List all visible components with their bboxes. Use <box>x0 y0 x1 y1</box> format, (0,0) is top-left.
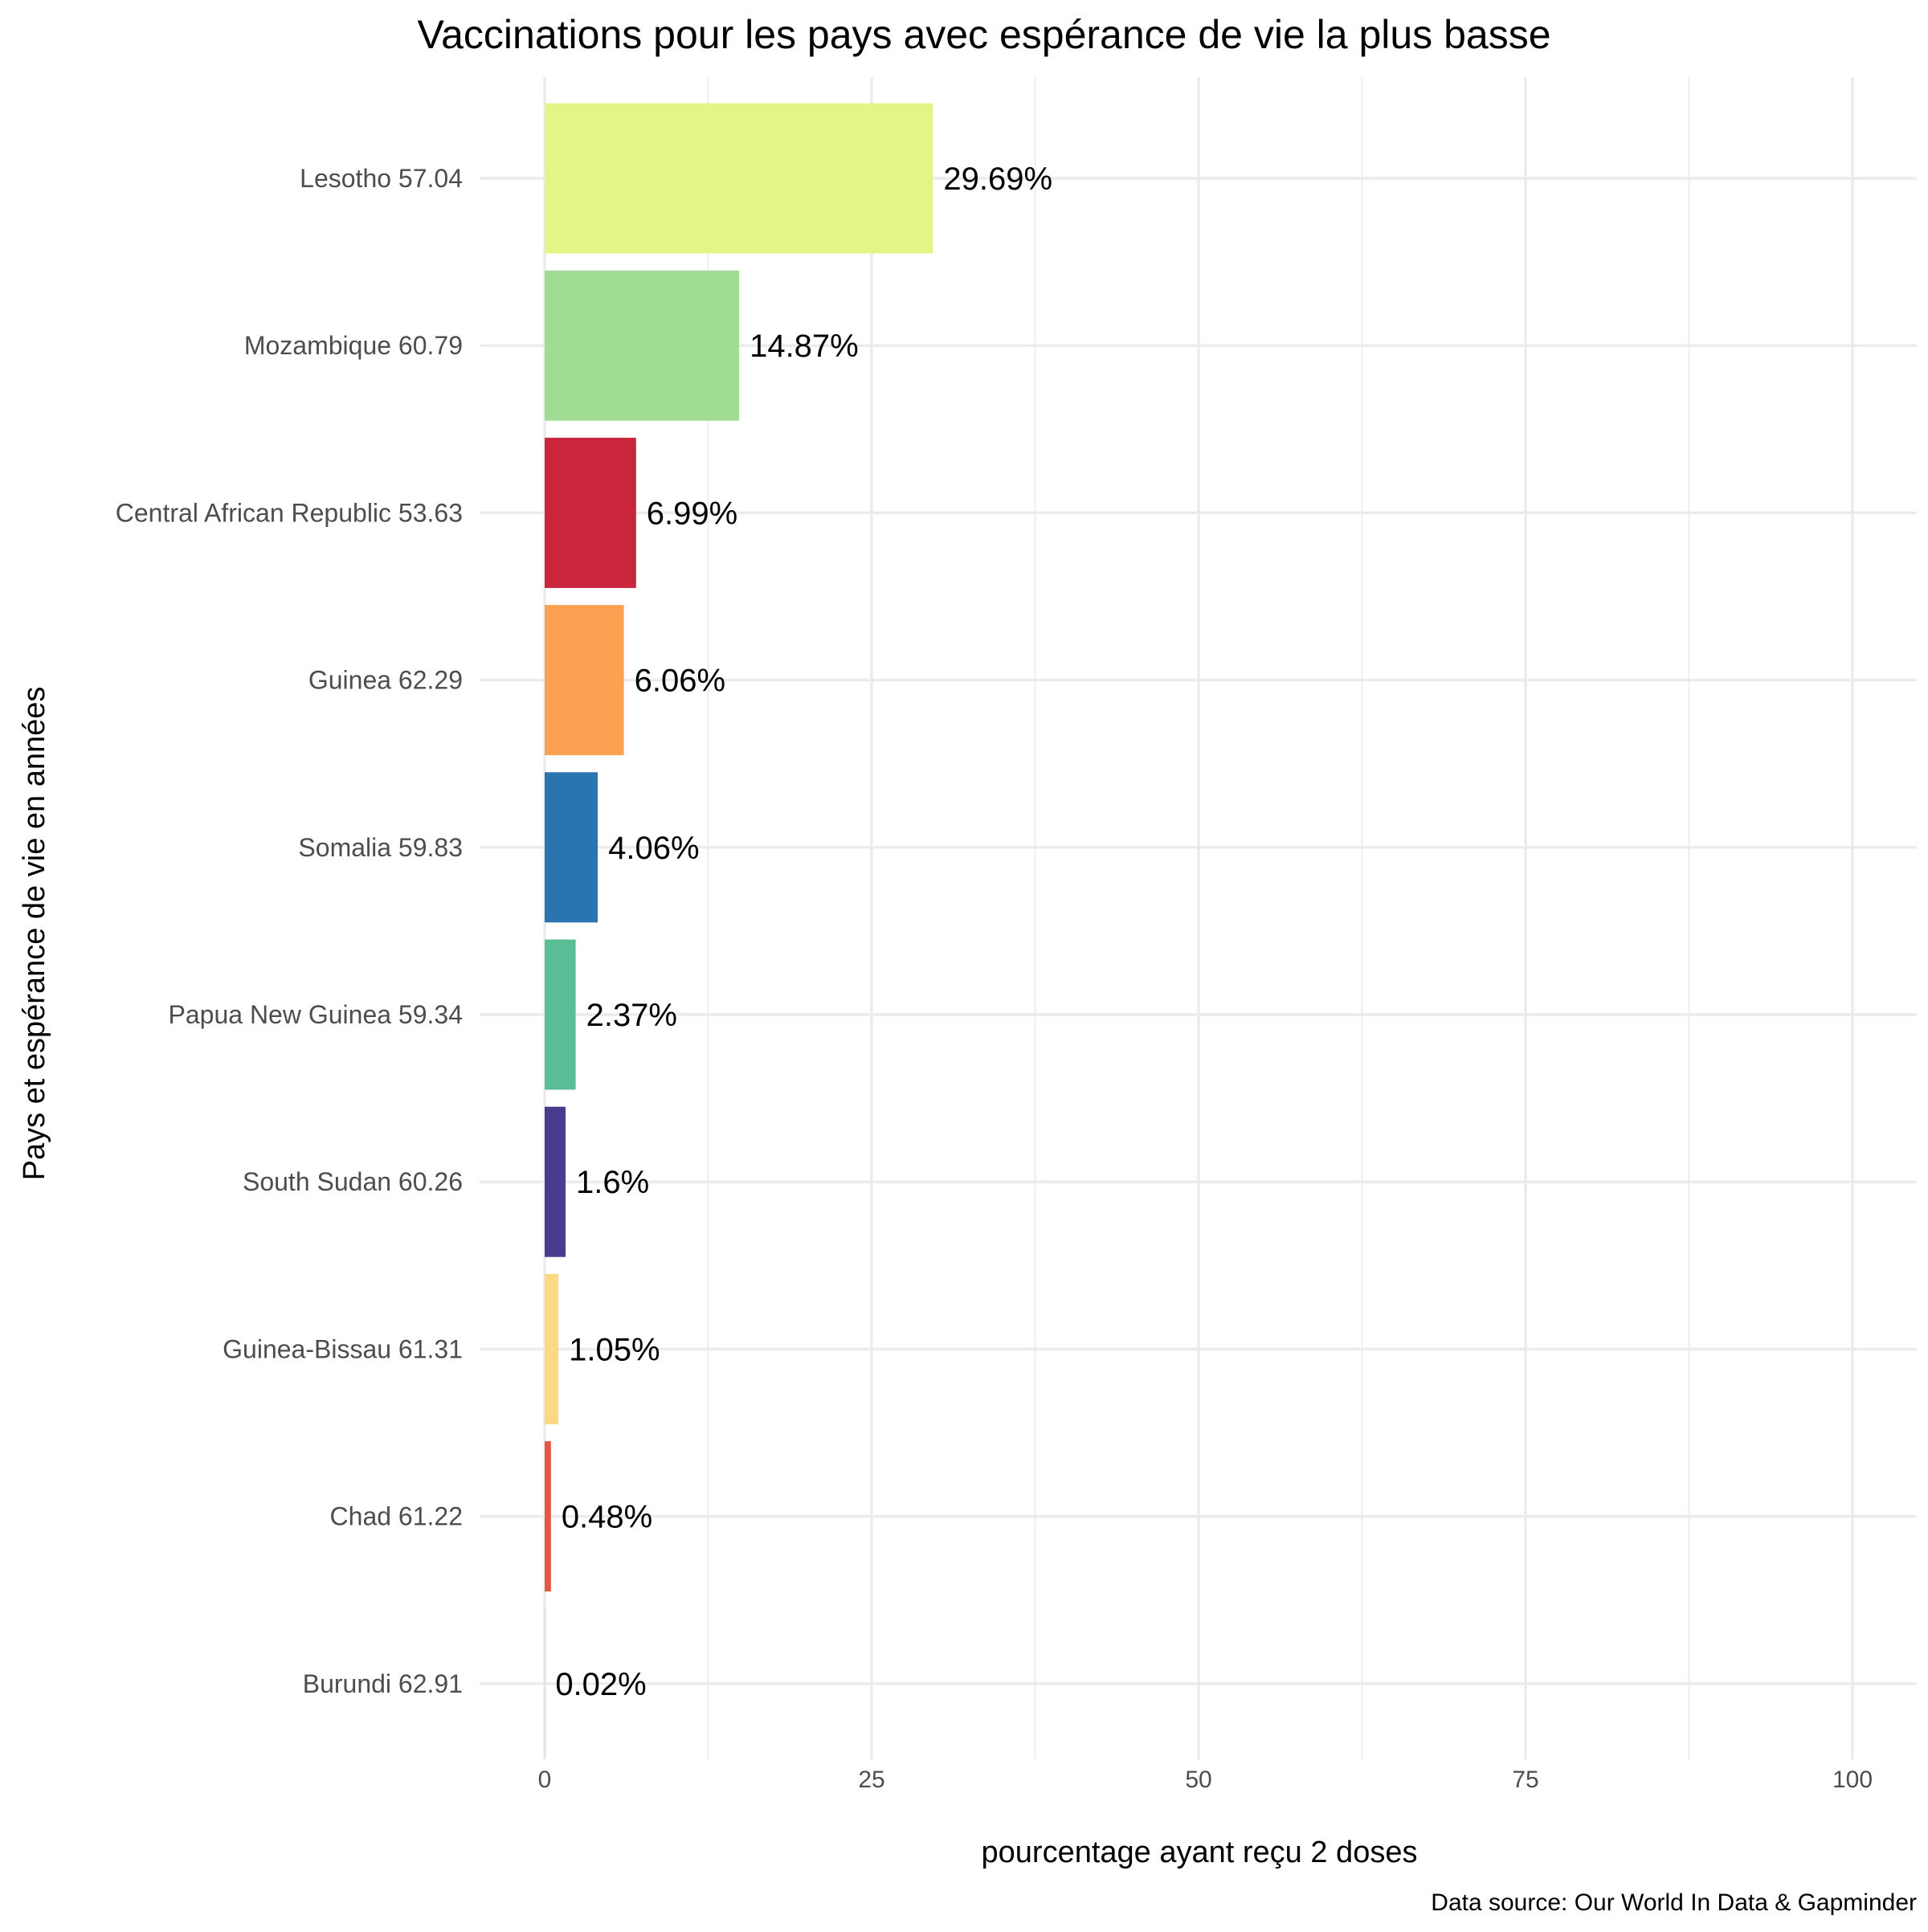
chart-title: Vaccinations pour les pays avec espéranc… <box>417 12 1550 57</box>
data-label: 2.37% <box>586 998 677 1033</box>
data-label: 1.05% <box>569 1332 660 1367</box>
category-label: Somalia 59.83 <box>298 833 463 862</box>
category-label: Mozambique 60.79 <box>244 331 463 360</box>
y-axis-title: Pays et espérance de vie en années <box>18 687 51 1181</box>
category-label: Central African Republic 53.63 <box>116 498 463 527</box>
bar <box>545 103 933 254</box>
x-tick-label: 50 <box>1185 1767 1211 1793</box>
category-label: Chad 61.22 <box>330 1502 463 1531</box>
category-label: Lesotho 57.04 <box>300 164 463 193</box>
bar <box>545 270 740 421</box>
data-label: 14.87% <box>750 329 859 364</box>
x-tick-labels: 0 25 50 75 100 <box>538 1767 1873 1793</box>
data-label: 1.6% <box>576 1165 649 1200</box>
x-tick-label: 100 <box>1832 1767 1873 1793</box>
data-label: 6.99% <box>647 496 737 531</box>
bar <box>545 1106 566 1257</box>
data-label: 29.69% <box>943 161 1052 197</box>
x-tick-label: 0 <box>538 1767 552 1793</box>
bar <box>545 1608 546 1759</box>
data-source-caption: Data source: Our World In Data & Gapmind… <box>1431 1889 1917 1916</box>
category-labels: Lesotho 57.04 Mozambique 60.79 Central Afr… <box>116 164 463 1698</box>
x-axis-title: pourcentage ayant reçu 2 doses <box>982 1836 1418 1869</box>
data-label: 0.02% <box>555 1667 646 1702</box>
category-label: South Sudan 60.26 <box>243 1167 463 1196</box>
category-label: Guinea 62.29 <box>308 666 463 695</box>
bar <box>545 939 576 1090</box>
data-label: 6.06% <box>635 664 725 699</box>
category-label: Guinea-Bissau 61.31 <box>223 1334 463 1363</box>
bar <box>545 1441 551 1592</box>
x-tick-label: 75 <box>1512 1767 1538 1793</box>
bar <box>545 772 598 923</box>
category-label: Burundi 62.91 <box>303 1669 463 1698</box>
x-tick-label: 25 <box>858 1767 884 1793</box>
data-label: 0.48% <box>562 1500 652 1535</box>
bar <box>545 605 624 756</box>
data-labels: 29.69% 14.87% 6.99% 6.06% 4.06% 2.37% 1.6% 1.05… <box>555 161 1052 1702</box>
bars <box>545 103 933 1759</box>
bar <box>545 437 636 588</box>
category-label: Papua New Guinea 59.34 <box>169 1000 463 1029</box>
data-label: 4.06% <box>608 831 699 866</box>
bar <box>545 1273 559 1424</box>
